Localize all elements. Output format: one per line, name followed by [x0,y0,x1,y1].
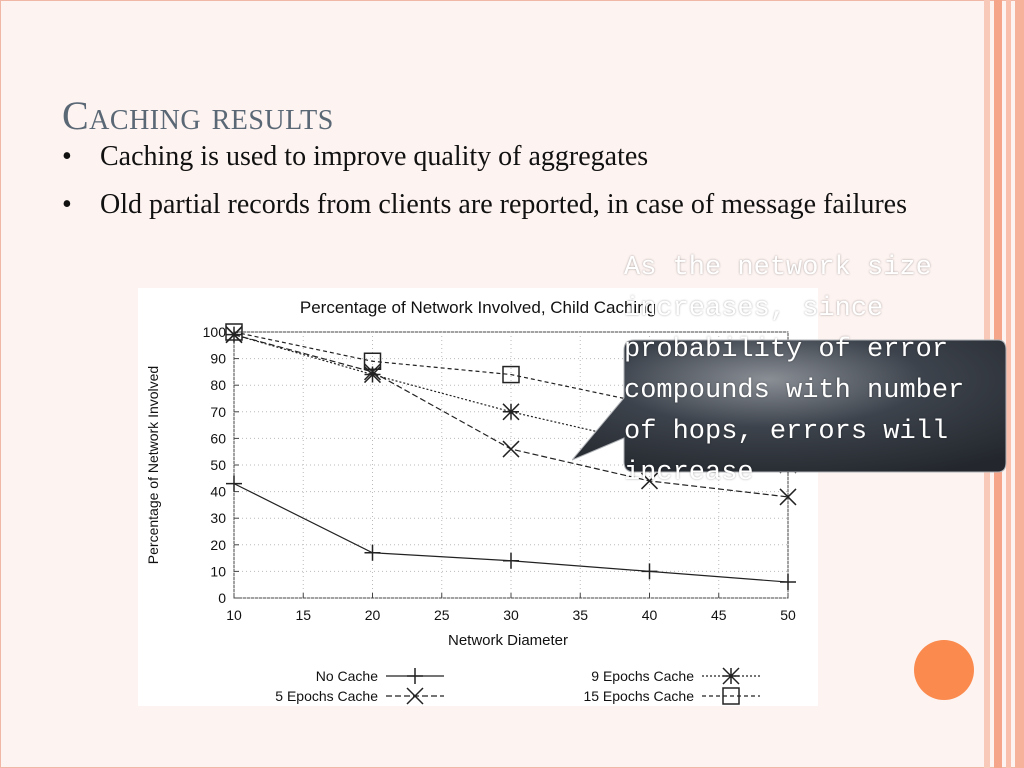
star-marker [722,667,740,685]
x-tick-label: 45 [711,607,727,623]
stripe-4 [1015,0,1024,768]
square-marker [722,687,740,705]
bullet-icon: • [62,141,72,172]
y-tick-label: 60 [210,430,226,446]
x-tick-label: 50 [780,607,796,623]
legend-label: 5 Epochs Cache [275,688,378,704]
x-marker [779,488,797,506]
bullet-icon: • [62,189,72,220]
stripe-3 [1006,0,1011,768]
square-marker [225,323,243,341]
x-tick-label: 15 [295,607,311,623]
x-axis-label: Network Diameter [448,632,568,649]
x-marker [640,472,659,490]
bullet-list: • Caching is used to improve quality of a… [62,138,982,234]
x-axis-ticks: 10 15 20 25 30 35 40 45 50 [226,593,796,623]
y-tick-label: 50 [210,457,226,473]
orange-circle-decoration [914,640,974,700]
x-marker [502,440,520,458]
page-title: Caching results [62,93,334,138]
y-axis-label: Percentage of Network Involved [145,366,161,564]
star-marker [502,403,520,421]
plus-marker [503,552,519,569]
bullet-item: • Old partial records from clients are re… [62,186,982,224]
x-tick-label: 10 [226,607,242,623]
callout-text: As the network size increases, since pro… [624,253,981,488]
plus-marker [641,563,658,580]
y-tick-label: 20 [210,537,226,553]
y-tick-label: 0 [218,590,226,606]
y-tick-label: 30 [210,510,226,526]
x-tick-label: 20 [365,607,381,623]
bullet-item: • Caching is used to improve quality of a… [62,138,982,176]
chart-legend: No Cache 5 Epochs Cache 9 Epochs Cache 15 E… [275,667,760,705]
square-marker [363,352,382,371]
bullet-text: Caching is used to improve quality of ag… [100,141,649,172]
y-tick-label: 40 [210,484,226,500]
y-tick-label: 10 [210,563,226,579]
y-tick-label: 80 [210,377,226,393]
square-marker [502,365,520,384]
plus-marker [407,668,423,684]
legend-label: 9 Epochs Cache [591,668,694,684]
x-tick-label: 25 [434,607,450,623]
callout-bubble [572,339,1007,473]
x-marker [406,687,424,705]
x-tick-label: 35 [572,607,588,623]
y-tick-label: 100 [203,324,227,340]
star-marker [225,326,243,344]
y-tick-label: 70 [210,404,226,420]
series-group [225,323,797,591]
data-series [225,326,797,506]
y-tick-label: 90 [210,351,226,367]
x-tick-label: 30 [503,607,519,623]
legend-label: No Cache [316,668,378,684]
plus-marker [364,544,381,561]
plus-marker [780,574,796,591]
plus-marker [226,475,242,492]
star-marker [363,366,382,384]
chart-svg: Percentage of Network Involved, Child Ca… [145,298,797,705]
bullet-text: Old partial records from clients are rep… [100,189,907,220]
legend-label: 15 Epochs Cache [583,688,694,704]
x-tick-label: 40 [642,607,658,623]
data-series [226,475,796,591]
chart-title: Percentage of Network Involved, Child Ca… [300,298,656,317]
